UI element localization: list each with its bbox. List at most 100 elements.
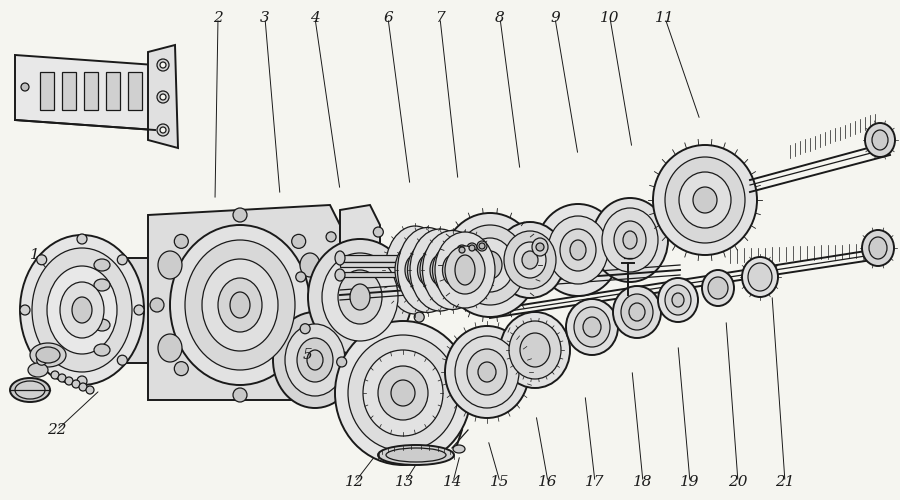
Text: 20: 20 xyxy=(728,475,748,489)
Ellipse shape xyxy=(478,362,496,382)
Ellipse shape xyxy=(185,240,295,370)
Ellipse shape xyxy=(300,253,320,277)
Circle shape xyxy=(160,127,166,133)
Ellipse shape xyxy=(869,237,887,259)
Ellipse shape xyxy=(862,230,894,266)
Ellipse shape xyxy=(708,277,728,299)
Ellipse shape xyxy=(335,269,345,281)
Ellipse shape xyxy=(94,344,110,356)
Ellipse shape xyxy=(445,251,455,265)
Ellipse shape xyxy=(378,445,454,465)
Ellipse shape xyxy=(495,222,565,298)
Ellipse shape xyxy=(665,157,745,243)
Ellipse shape xyxy=(378,366,428,420)
Ellipse shape xyxy=(273,312,357,408)
Ellipse shape xyxy=(566,299,618,355)
Circle shape xyxy=(160,62,166,68)
Ellipse shape xyxy=(32,248,132,372)
Ellipse shape xyxy=(532,238,548,256)
Bar xyxy=(62,72,76,110)
Circle shape xyxy=(410,260,419,270)
Ellipse shape xyxy=(455,336,519,408)
Ellipse shape xyxy=(520,333,550,367)
Ellipse shape xyxy=(285,324,345,396)
Ellipse shape xyxy=(158,334,182,362)
Ellipse shape xyxy=(60,282,104,338)
Polygon shape xyxy=(148,205,340,400)
Ellipse shape xyxy=(653,145,757,255)
Ellipse shape xyxy=(665,285,691,315)
Ellipse shape xyxy=(418,255,437,285)
Ellipse shape xyxy=(395,242,435,298)
Circle shape xyxy=(457,245,467,255)
Ellipse shape xyxy=(36,347,60,363)
Ellipse shape xyxy=(30,343,66,367)
Ellipse shape xyxy=(509,321,561,379)
Ellipse shape xyxy=(574,307,610,347)
Ellipse shape xyxy=(872,130,888,150)
Ellipse shape xyxy=(338,270,382,324)
Ellipse shape xyxy=(672,293,684,307)
Ellipse shape xyxy=(430,255,450,285)
Ellipse shape xyxy=(72,297,92,323)
Circle shape xyxy=(134,305,144,315)
Circle shape xyxy=(326,232,336,242)
Ellipse shape xyxy=(453,267,483,303)
Bar xyxy=(128,72,142,110)
Ellipse shape xyxy=(405,255,425,285)
Circle shape xyxy=(157,59,169,71)
Ellipse shape xyxy=(300,336,320,360)
Text: 22: 22 xyxy=(47,423,67,437)
Ellipse shape xyxy=(350,284,370,310)
Ellipse shape xyxy=(702,270,734,306)
Text: 2: 2 xyxy=(213,11,223,25)
Ellipse shape xyxy=(94,279,110,291)
Circle shape xyxy=(160,94,166,100)
Circle shape xyxy=(301,324,310,334)
Ellipse shape xyxy=(455,255,475,285)
Circle shape xyxy=(233,388,247,402)
Text: 18: 18 xyxy=(634,475,652,489)
Ellipse shape xyxy=(478,251,502,279)
Ellipse shape xyxy=(15,381,45,399)
Bar xyxy=(340,272,450,277)
Ellipse shape xyxy=(386,448,446,462)
Ellipse shape xyxy=(435,232,495,308)
Ellipse shape xyxy=(422,230,482,310)
Circle shape xyxy=(157,124,169,136)
Ellipse shape xyxy=(363,350,443,436)
Circle shape xyxy=(117,355,127,365)
Circle shape xyxy=(77,234,87,244)
Circle shape xyxy=(37,355,47,365)
Text: 9: 9 xyxy=(550,11,560,25)
Text: 17: 17 xyxy=(585,475,605,489)
Ellipse shape xyxy=(865,123,895,157)
Text: 15: 15 xyxy=(491,475,509,489)
Text: 3: 3 xyxy=(260,11,270,25)
Text: 19: 19 xyxy=(680,475,700,489)
Circle shape xyxy=(150,298,164,312)
Ellipse shape xyxy=(308,239,412,355)
Circle shape xyxy=(469,245,475,251)
Circle shape xyxy=(233,208,247,222)
Text: 11: 11 xyxy=(655,11,675,25)
Circle shape xyxy=(414,312,424,322)
Ellipse shape xyxy=(445,326,529,418)
Ellipse shape xyxy=(522,251,538,269)
Ellipse shape xyxy=(348,335,458,451)
Ellipse shape xyxy=(742,257,778,297)
Circle shape xyxy=(175,234,188,248)
Ellipse shape xyxy=(614,221,646,259)
Ellipse shape xyxy=(94,319,110,331)
Ellipse shape xyxy=(170,225,310,385)
Ellipse shape xyxy=(536,204,620,296)
Ellipse shape xyxy=(570,240,586,260)
Ellipse shape xyxy=(335,321,471,465)
Ellipse shape xyxy=(560,229,596,271)
Ellipse shape xyxy=(20,235,144,385)
Circle shape xyxy=(374,227,383,237)
Text: 12: 12 xyxy=(346,475,365,489)
Ellipse shape xyxy=(443,255,463,285)
Circle shape xyxy=(37,255,47,265)
Ellipse shape xyxy=(297,338,333,382)
